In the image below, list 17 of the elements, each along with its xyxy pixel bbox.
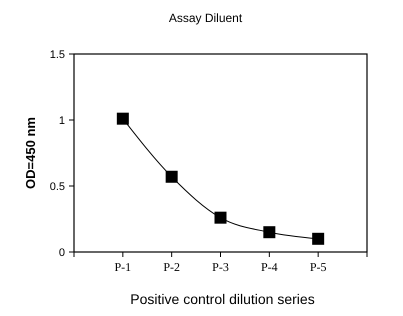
x-tick-label: P-4: [260, 260, 278, 274]
x-tick-label: P-2: [163, 260, 180, 274]
point: [214, 212, 226, 224]
point: [263, 226, 276, 238]
point: [116, 112, 129, 125]
x-axis-title: Positive control dilution series: [130, 291, 315, 307]
y-tick-label: 0: [58, 246, 65, 259]
x-tick-label: P-5: [310, 260, 327, 274]
y-tick-label: 1: [58, 114, 65, 127]
y-tick-label: 1.5: [50, 48, 65, 61]
y-tick-label: 0.5: [50, 180, 65, 193]
chart-title: Assay Diluent: [168, 11, 243, 25]
point: [166, 170, 178, 183]
point: [312, 232, 324, 245]
x-tick-label: P-3: [212, 260, 229, 274]
x-tick-label: P-1: [114, 260, 132, 274]
y-axis-title: OD=450 nm: [23, 117, 38, 189]
